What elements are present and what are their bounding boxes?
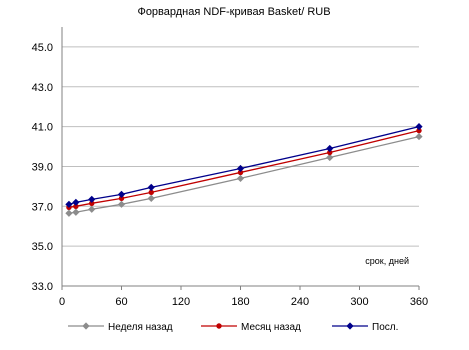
y-tick-label: 39.0 bbox=[32, 161, 53, 173]
data-point bbox=[147, 194, 155, 202]
data-point bbox=[327, 149, 333, 156]
legend-label: Неделя назад bbox=[108, 322, 173, 333]
legend-marker bbox=[82, 322, 90, 330]
data-point bbox=[326, 153, 334, 162]
y-tick-label: 33.0 bbox=[32, 281, 53, 293]
data-point bbox=[148, 189, 154, 196]
legend-item-1: Неделя назад bbox=[68, 322, 173, 333]
legend: Неделя назад Месяц назад Посл. bbox=[68, 322, 398, 333]
data-point bbox=[237, 169, 244, 176]
data-point bbox=[415, 132, 423, 141]
data-point bbox=[89, 200, 95, 207]
y-tick-label: 43.0 bbox=[32, 82, 53, 94]
data-point bbox=[65, 209, 73, 217]
legend-label: Месяц назад bbox=[241, 322, 301, 333]
data-point bbox=[117, 200, 126, 208]
series-2 bbox=[66, 127, 422, 211]
grid bbox=[62, 46, 419, 247]
legend-marker bbox=[346, 322, 354, 330]
ticks: 33.0 35.0 37.0 39.0 41.0 43.0 45.0 0 60 120 180 240… bbox=[32, 42, 429, 308]
data-point bbox=[73, 203, 79, 210]
data-point bbox=[147, 183, 155, 191]
series-3 bbox=[65, 123, 423, 208]
data-point bbox=[415, 123, 423, 131]
axis-annotation: срок, дней bbox=[365, 256, 409, 266]
x-tick-label: 0 bbox=[59, 296, 65, 308]
data-point bbox=[326, 144, 334, 153]
data-point bbox=[88, 195, 96, 203]
data-point bbox=[118, 195, 125, 202]
axes bbox=[61, 27, 420, 290]
chart-title: Форвардная NDF-кривая Basket/ RUB bbox=[137, 6, 330, 18]
series-layer bbox=[65, 123, 423, 217]
x-tick-label: 240 bbox=[291, 296, 309, 308]
x-tick-label: 120 bbox=[172, 296, 190, 308]
legend-item-3: Посл. bbox=[332, 322, 398, 333]
series-1 bbox=[65, 132, 423, 217]
data-point bbox=[416, 127, 422, 134]
data-point bbox=[236, 174, 245, 183]
y-tick-label: 41.0 bbox=[32, 122, 53, 134]
x-tick-label: 60 bbox=[115, 296, 127, 308]
data-point bbox=[117, 190, 126, 198]
y-tick-label: 37.0 bbox=[32, 201, 53, 213]
data-point bbox=[72, 198, 80, 206]
data-point bbox=[88, 205, 96, 213]
legend-item-2: Месяц назад bbox=[201, 322, 301, 333]
y-tick-label: 45.0 bbox=[32, 42, 53, 54]
legend-label: Посл. bbox=[372, 322, 398, 333]
x-tick-label: 360 bbox=[410, 296, 428, 308]
data-point bbox=[72, 208, 80, 216]
y-tick-label: 35.0 bbox=[32, 241, 53, 253]
x-tick-label: 300 bbox=[350, 296, 368, 308]
data-point bbox=[236, 164, 245, 173]
x-tick-label: 180 bbox=[231, 296, 249, 308]
legend-marker bbox=[216, 323, 222, 329]
data-point bbox=[65, 200, 73, 208]
